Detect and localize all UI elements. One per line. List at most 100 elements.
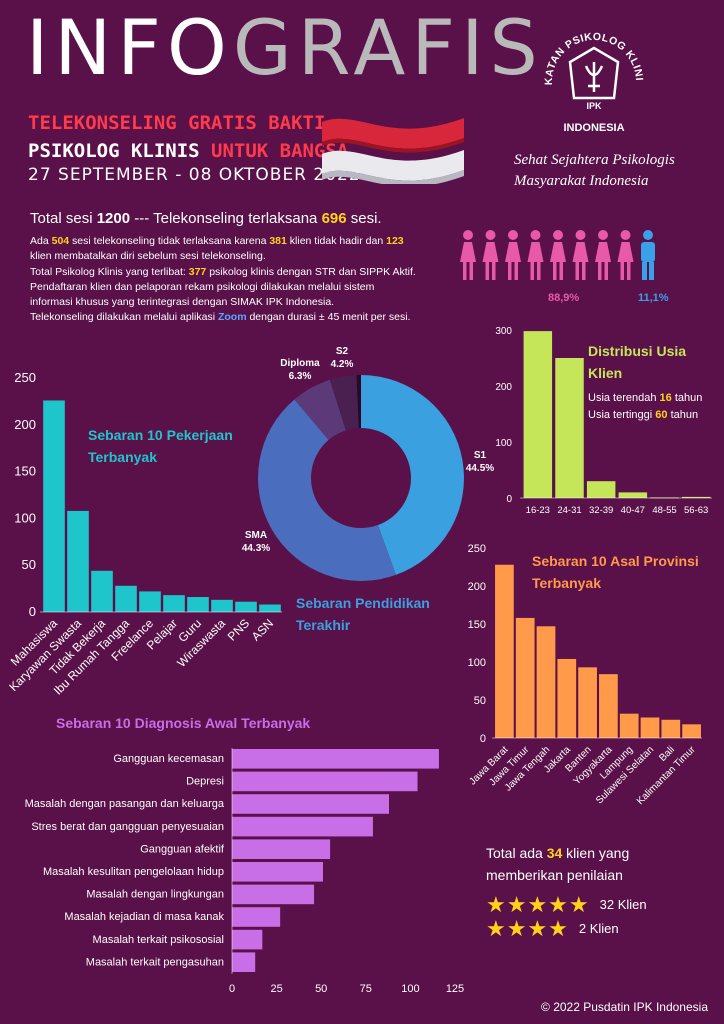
y-tick-label: Gangguan afektif (140, 843, 225, 855)
chart-title-line: Sebaran 10 Asal Provinsi (532, 553, 699, 569)
slice-pct-label: 44.5% (466, 463, 494, 474)
female-person-icon (553, 230, 563, 240)
bar (232, 862, 323, 882)
bar (43, 400, 65, 612)
bar (536, 626, 556, 738)
note-text: tahun (671, 392, 703, 404)
slice-label: S2 (336, 346, 349, 357)
female-person-icon (595, 242, 611, 262)
donut-slice (361, 375, 464, 575)
rating-row-4: ★★★★ 2 Klien (486, 916, 619, 942)
male-pct: 11,1% (638, 292, 669, 304)
female-person-icon (617, 242, 634, 262)
y-tick-label: Stres berat dan gangguan penyesuaian (31, 821, 224, 833)
female-person-icon (508, 262, 512, 280)
female-person-icon (492, 262, 496, 280)
bar (163, 595, 185, 612)
y-tick-label: 300 (495, 326, 512, 337)
summary-number: 504 (51, 235, 70, 247)
note-text: Usia tertinggi (588, 409, 656, 421)
usia-note-min: Usia terendah 16 tahun (588, 390, 702, 407)
y-tick-label: Masalah dengan pasangan dan keluarga (25, 798, 225, 810)
summary-text: Ada (30, 235, 52, 247)
rating-line1: Total ada 34 klien yang (486, 842, 706, 864)
rating-summary: Total ada 34 klien yang memberikan penil… (486, 842, 706, 886)
female-person-icon (598, 230, 608, 240)
summary-text: --- Telekonseling terlaksana (130, 210, 322, 227)
female-person-icon (620, 230, 631, 240)
chart-pendidikan-title: Sebaran Pendidikan Terakhir (296, 592, 430, 636)
summary-main: Total sesi 1200 --- Telekonseling terlak… (30, 210, 382, 227)
bar (640, 717, 660, 738)
y-tick-label: 250 (14, 370, 36, 385)
y-tick-label: Masalah kejadian di masa kanak (64, 911, 224, 923)
y-tick-label: Gangguan kecemasan (113, 753, 224, 765)
star-icon: ★★★★ (486, 916, 569, 941)
chart-title-line: Sebaran Pendidikan (296, 595, 430, 611)
summary-line: Total Psikolog Klinis yang terlibat: 377… (30, 265, 470, 280)
summary-number: 381 (269, 235, 287, 247)
y-tick-label: 150 (468, 619, 486, 631)
female-person-icon (604, 262, 608, 280)
summary-line: Ada 504 sesi telekonseling tidak terlaks… (30, 234, 470, 249)
female-person-icon (463, 262, 467, 280)
chart-provinsi-title: Sebaran 10 Asal Provinsi Terbanyak (532, 550, 699, 594)
note-number: 16 (659, 392, 672, 404)
y-tick-label: 50 (474, 695, 486, 707)
female-person-icon (550, 242, 566, 262)
bar (557, 658, 577, 738)
summary-text: Total sesi (30, 210, 97, 227)
summary-line: Telekonseling dilakukan melalui aplikasi… (30, 310, 470, 325)
summary-text: klien tidak hadir dan (286, 235, 387, 247)
female-person-icon (582, 262, 586, 280)
female-person-icon (620, 262, 624, 280)
donut-slice (329, 375, 359, 431)
zoom-app-name: Zoom (217, 311, 247, 323)
slice-pct-label: 4.2% (331, 359, 354, 370)
x-tick-label: 50 (315, 983, 327, 995)
female-person-icon (482, 242, 499, 262)
bar (555, 358, 584, 498)
rating-row-label: 2 Klien (578, 921, 619, 936)
summary-number: 123 (386, 235, 404, 247)
rating-row-5: ★★★★★ 32 Klien (486, 892, 647, 918)
logo-abbr: IPK (586, 101, 602, 111)
female-person-icon (575, 230, 586, 240)
male-person-icon (649, 262, 654, 280)
y-tick-label: 100 (14, 510, 36, 525)
summary-line: klien membatalkan diri sebelum sesi tele… (30, 250, 266, 262)
y-tick-label: 200 (495, 382, 512, 393)
bar (523, 331, 553, 498)
y-tick-label: Masalah dengan lingkungan (86, 889, 224, 901)
x-tick-label: 100 (401, 983, 419, 995)
bar (495, 564, 514, 738)
y-tick-label: 50 (22, 557, 36, 572)
summary-text: sesi telekonseling tidak terlaksana kare… (69, 235, 270, 247)
flag-ribbon-icon (322, 118, 464, 184)
bar (232, 771, 418, 792)
chart-usia-title: Distribusi Usia Klien (588, 340, 686, 384)
bar (232, 929, 263, 950)
rating-row-label: 32 Klien (599, 897, 647, 912)
infografis-title: INFOGRAFIS (26, 10, 544, 86)
x-tick-label: 24-31 (557, 505, 581, 516)
usia-note-max: Usia tertinggi 60 tahun (588, 407, 702, 424)
y-tick-label: 200 (468, 581, 486, 593)
title-part2: GRAFIS (232, 3, 544, 92)
bar (681, 496, 711, 498)
chart-diagnosis: Gangguan kecemasan Depresi Masalah dengan … (25, 748, 464, 995)
bar (619, 713, 639, 738)
bar (232, 794, 389, 814)
subtitle-line2-b: UNTUK BANGSA (211, 140, 349, 162)
donut-slice (294, 379, 346, 440)
bar (578, 667, 597, 738)
bar (91, 570, 113, 612)
slice-pct-label: 6.3% (289, 371, 312, 382)
rating-line2: memberikan penilaian (486, 867, 623, 883)
title-part1: INFO (26, 3, 233, 92)
y-tick-label: 250 (468, 543, 486, 555)
female-pct: 88,9% (548, 292, 580, 304)
bar (232, 907, 281, 927)
